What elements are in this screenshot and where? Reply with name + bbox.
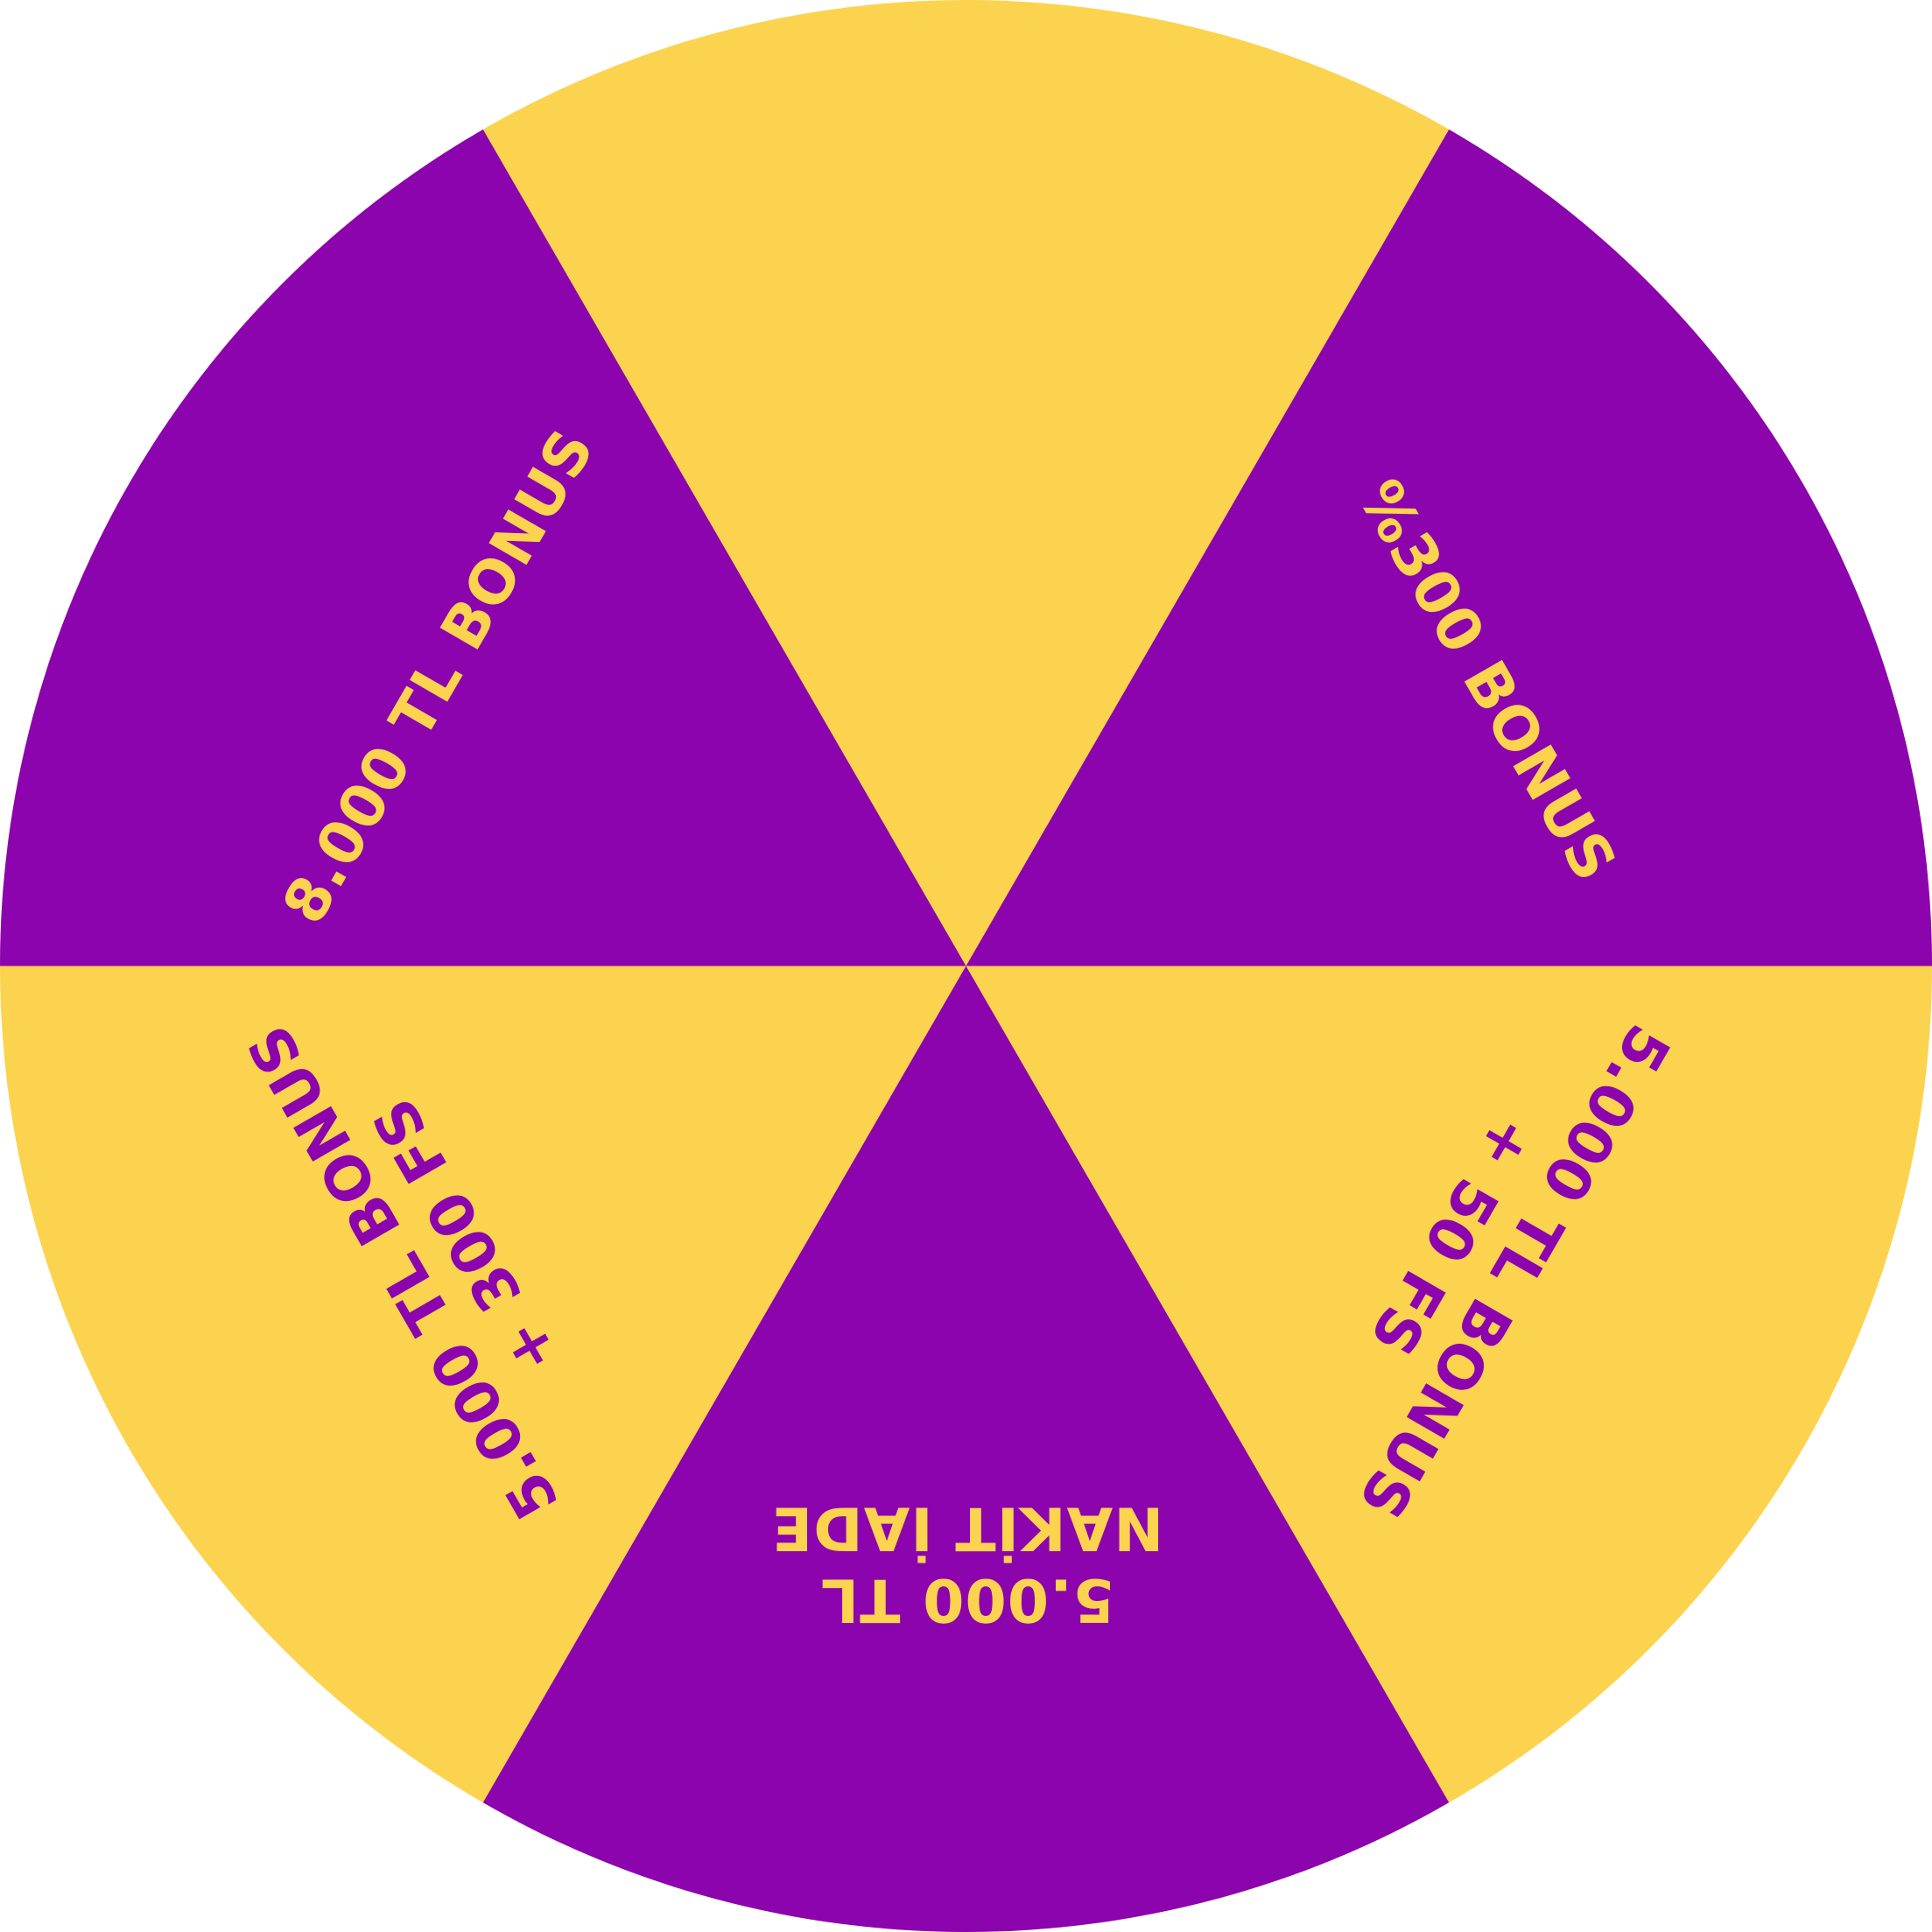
segment-text-top-line-1: %200 BONUS [741, 290, 1191, 359]
segment-text-bottom-line-1: 5.000 TL [820, 1564, 1114, 1633]
segment-label-top: %200 BONUS+ 50 FS [741, 290, 1191, 431]
segment-text-top-line-2: + 50 FS [833, 362, 1097, 431]
sector-upper-right [966, 129, 1932, 966]
sector-bottom [482, 966, 1450, 1932]
sector-upper-left [0, 129, 966, 966]
segment-text-bottom-line-2: NAKİT İADE [771, 1493, 1163, 1563]
